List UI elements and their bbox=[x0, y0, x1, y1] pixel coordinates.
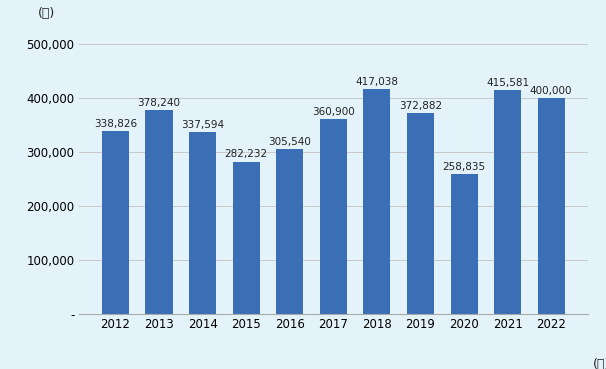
Text: 360,900: 360,900 bbox=[312, 107, 355, 117]
Text: 372,882: 372,882 bbox=[399, 101, 442, 111]
Text: (台): (台) bbox=[38, 7, 55, 20]
Text: 305,540: 305,540 bbox=[268, 137, 311, 147]
Bar bbox=[276, 149, 303, 314]
Text: 417,038: 417,038 bbox=[355, 77, 398, 87]
Text: (年): (年) bbox=[593, 358, 606, 369]
Bar bbox=[102, 131, 129, 314]
Text: 415,581: 415,581 bbox=[486, 77, 529, 87]
Bar bbox=[407, 113, 434, 314]
Text: 400,000: 400,000 bbox=[530, 86, 573, 96]
Bar bbox=[189, 132, 216, 314]
Text: 258,835: 258,835 bbox=[442, 162, 485, 172]
Bar bbox=[494, 90, 521, 314]
Bar bbox=[320, 119, 347, 314]
Text: 338,826: 338,826 bbox=[94, 119, 137, 129]
Bar bbox=[364, 89, 390, 314]
Bar bbox=[145, 110, 173, 314]
Text: 337,594: 337,594 bbox=[181, 120, 224, 130]
Text: 378,240: 378,240 bbox=[138, 98, 181, 108]
Bar bbox=[450, 174, 478, 314]
Text: 282,232: 282,232 bbox=[225, 149, 268, 159]
Bar bbox=[233, 162, 259, 314]
Bar bbox=[538, 98, 565, 314]
